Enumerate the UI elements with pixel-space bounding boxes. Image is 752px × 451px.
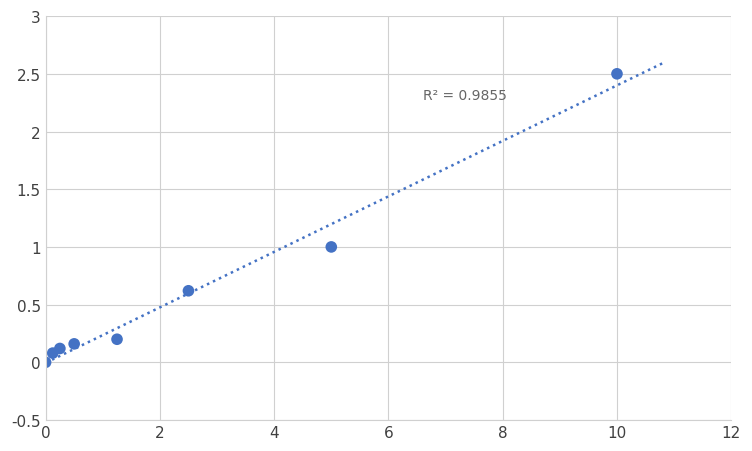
- Point: [68, 341, 80, 348]
- Point: [611, 71, 623, 78]
- Point: [40, 359, 52, 366]
- Point: [47, 350, 59, 357]
- Point: [111, 336, 123, 343]
- Point: [183, 288, 195, 295]
- Point: [326, 244, 338, 251]
- Point: [54, 345, 66, 352]
- Text: R² = 0.9855: R² = 0.9855: [423, 88, 507, 102]
